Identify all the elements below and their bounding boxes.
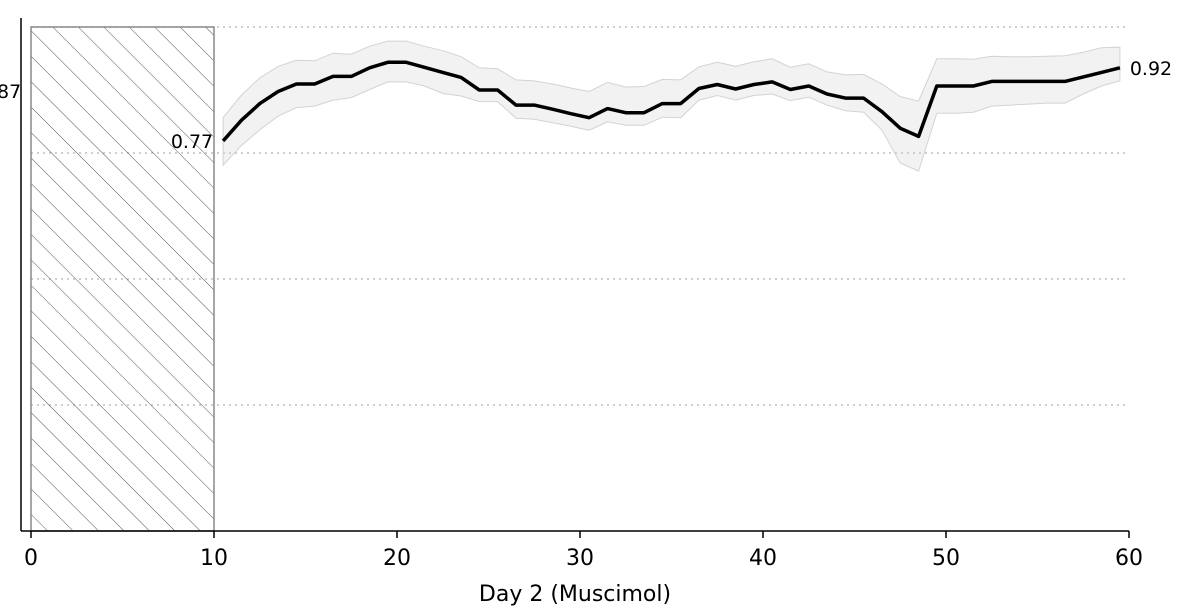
- hatched-region: [31, 27, 214, 531]
- data-label-end: 0.92: [1130, 58, 1172, 80]
- x-tick-label: 60: [1115, 546, 1143, 571]
- confidence-band: [223, 41, 1120, 171]
- x-axis-ticks: 0 10 20 30 40 50 60: [24, 531, 1143, 571]
- x-tick-label: 10: [200, 546, 228, 571]
- x-tick-label: 40: [749, 546, 777, 571]
- data-label-start: 0.77: [171, 131, 213, 153]
- hatched-rect: [31, 27, 214, 531]
- x-tick-label: 0: [24, 546, 38, 571]
- y-tick-label-cut: 87: [0, 81, 21, 103]
- x-axis-label: Day 2 (Muscimol): [479, 582, 671, 607]
- x-tick-label: 20: [383, 546, 411, 571]
- x-tick-label: 50: [932, 546, 960, 571]
- band-area: [223, 41, 1120, 171]
- x-tick-label: 30: [566, 546, 594, 571]
